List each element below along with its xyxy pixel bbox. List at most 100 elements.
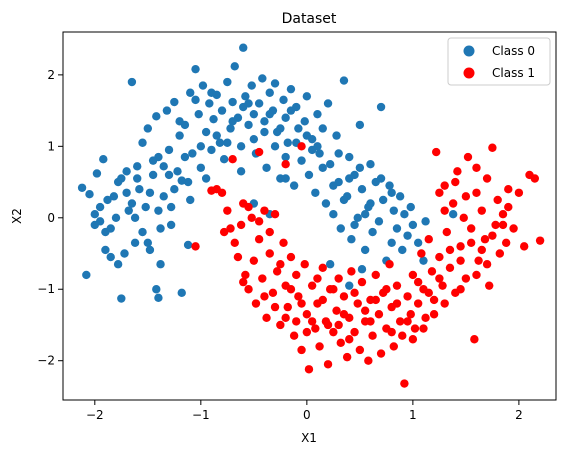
data-point (445, 263, 455, 273)
data-point (265, 249, 274, 258)
data-point (451, 177, 460, 187)
data-point (111, 213, 121, 222)
data-point (244, 120, 253, 130)
data-point (509, 224, 518, 233)
data-point (219, 227, 229, 237)
data-point (92, 169, 102, 178)
data-point (254, 217, 264, 226)
data-point (368, 331, 377, 340)
data-point (265, 88, 274, 97)
data-point (366, 317, 375, 326)
data-point (461, 274, 471, 283)
data-point (302, 92, 312, 101)
data-point (345, 281, 354, 290)
data-point (470, 335, 479, 344)
data-point (223, 138, 232, 147)
data-point (152, 112, 161, 121)
data-point (209, 114, 218, 124)
data-point (268, 288, 278, 298)
data-point (347, 235, 356, 244)
data-point (191, 242, 200, 251)
data-point (217, 106, 227, 115)
data-point (194, 109, 203, 119)
data-point (477, 206, 486, 215)
data-point (236, 142, 246, 151)
data-point (283, 302, 292, 312)
legend-marker-class-0 (463, 45, 475, 57)
data-point (339, 292, 349, 301)
data-point (152, 285, 161, 294)
data-point (495, 249, 505, 258)
data-point (357, 265, 367, 274)
data-point (376, 102, 386, 112)
data-point (106, 252, 115, 262)
data-point (77, 183, 87, 192)
data-point (173, 167, 182, 176)
data-point (498, 210, 508, 219)
data-point (244, 285, 253, 294)
data-point (260, 127, 269, 137)
data-point (249, 109, 259, 119)
data-point (392, 224, 402, 233)
data-point (336, 338, 345, 348)
data-point (323, 320, 333, 330)
data-point (488, 143, 497, 152)
data-point (501, 238, 511, 247)
data-point (272, 267, 282, 276)
data-point (408, 270, 418, 280)
data-point (403, 292, 412, 301)
data-point (166, 202, 176, 212)
data-point (440, 206, 449, 215)
data-point (498, 220, 508, 230)
x-tick-label: 1 (409, 408, 417, 422)
data-point (138, 138, 147, 147)
data-point (374, 310, 384, 319)
data-point (427, 267, 437, 276)
legend-label-class-0: Class 0 (492, 44, 535, 58)
data-point (332, 306, 341, 315)
data-point (156, 224, 165, 233)
data-point (254, 99, 264, 108)
data-point (207, 145, 216, 155)
data-point (133, 162, 142, 171)
data-point (408, 220, 418, 230)
data-point (138, 227, 147, 237)
data-point (212, 131, 221, 140)
data-point (456, 256, 465, 265)
data-point (148, 156, 158, 165)
data-point (292, 317, 301, 326)
data-point (535, 236, 545, 245)
plot-frame (62, 31, 557, 401)
data-point (395, 317, 405, 326)
data-point (357, 277, 367, 287)
data-point (239, 277, 248, 287)
data-point (135, 185, 144, 194)
data-point (239, 43, 248, 52)
data-point (302, 310, 312, 319)
data-point (270, 210, 280, 219)
y-axis: −2 −1 0 1 2 (37, 68, 63, 368)
data-point (442, 227, 451, 237)
data-point (440, 299, 449, 308)
data-point (329, 181, 338, 190)
data-point (347, 267, 356, 276)
data-point (281, 313, 290, 323)
data-point (366, 199, 375, 208)
data-point (385, 260, 394, 269)
data-point (488, 231, 497, 240)
data-point (130, 238, 140, 247)
data-point (122, 188, 131, 197)
data-point (493, 195, 502, 205)
data-point (504, 185, 513, 194)
data-point (387, 327, 396, 337)
data-point (141, 202, 150, 212)
data-point (530, 174, 539, 183)
data-point (398, 331, 407, 340)
data-point (283, 138, 292, 147)
data-point (432, 147, 441, 157)
data-point (286, 252, 296, 262)
data-point (345, 152, 354, 162)
data-point (286, 84, 296, 94)
data-point (315, 342, 324, 351)
data-point (294, 292, 303, 301)
